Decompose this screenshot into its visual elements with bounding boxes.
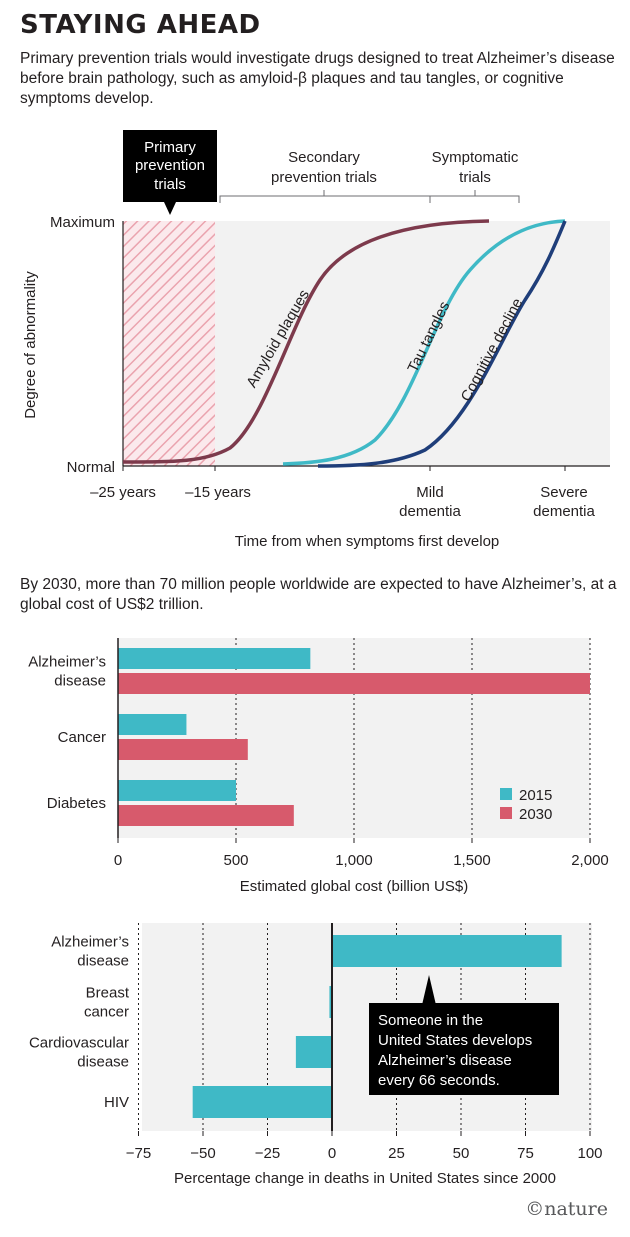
legend-swatch-2030 [500,807,512,819]
category-label: Breast [86,985,130,1002]
intro-text-2: By 2030, more than 70 million people wor… [20,576,617,613]
legend-swatch-2015 [500,788,512,800]
callout-line-3: Alzheimer’s disease [378,1052,512,1069]
bar-2015 [118,648,311,669]
category-label: disease [77,1054,129,1071]
callout-line-2: United States develops [378,1032,532,1049]
y-axis-label: Degree of abnormality [22,271,39,419]
x-tick-label: 0 [328,1145,336,1162]
x-tick-minus15: –15 years [185,484,251,501]
bar [329,986,332,1018]
x-tick-label: 75 [517,1145,534,1162]
legend-label-2030: 2030 [519,806,552,823]
primary-trials-label-1: Primary [144,139,196,156]
x-tick-label: 2,000 [571,852,609,869]
page-title: STAYING AHEAD [20,10,261,40]
x-tick-label: 1,000 [335,852,373,869]
cognitive-decline-line [317,220,567,468]
y-tick-normal: Normal [67,459,115,476]
symptomatic-trials-label-1: Symptomatic [432,149,519,166]
callout-pointer [422,975,436,1005]
primary-trials-label-3: trials [154,176,186,193]
bar [192,1086,332,1118]
symptomatic-trials-bracket [429,190,520,203]
legend-label-2015: 2015 [519,787,552,804]
global-cost-chart: 0 500 1,000 1,500 2,000 Alzheimer’s disease Ca… [28,638,609,895]
category-label: Cancer [58,729,106,746]
x-tick-mild: Mild [416,484,444,501]
x-axis-label: Estimated global cost (billion US$) [240,878,468,895]
x-tick-label: −50 [190,1145,215,1162]
primary-prevention-band [123,221,215,466]
x-tick-label: 50 [453,1145,470,1162]
x-tick-severe: Severe [540,484,588,501]
x-tick-label: 25 [388,1145,405,1162]
primary-trials-label-2: prevention [135,157,205,174]
intro-text-1: Primary prevention trials would investig… [20,50,615,107]
x-tick-severe-2: dementia [533,503,595,520]
bar-2015 [118,714,187,735]
x-tick-label: 0 [114,852,122,869]
bar-2030 [118,805,294,826]
x-tick-label: −75 [126,1145,151,1162]
bar-2030 [118,673,590,694]
x-tick-mild-2: dementia [399,503,461,520]
primary-trials-pointer [164,202,176,215]
secondary-trials-bracket [219,190,431,203]
secondary-trials-label-1: Secondary [288,149,360,166]
category-label: Alzheimer’s [51,934,129,951]
bar-2015 [118,780,236,801]
callout-line-4: every 66 seconds. [378,1072,500,1089]
category-label: Diabetes [47,795,106,812]
biomarker-curves-chart: Maximum Normal Degree of abnormality Tim… [22,130,610,550]
category-label: disease [77,953,129,970]
x-tick-label: 100 [577,1145,602,1162]
nature-credit: ©nature [525,1198,608,1220]
x-axis-label: Percentage change in deaths in United St… [174,1170,556,1187]
bar-2030 [118,739,248,760]
category-label: Alzheimer’s [28,654,106,671]
category-label: Cardiovascular [29,1035,129,1052]
category-label: cancer [84,1004,129,1021]
category-label: HIV [104,1094,129,1111]
x-axis-label: Time from when symptoms first develop [235,533,500,550]
amyloid-plaques-line [122,219,490,464]
y-tick-maximum: Maximum [50,214,115,231]
x-tick-label: −25 [255,1145,280,1162]
death-change-chart: −75 −50 −25 0 25 50 75 100 Alzheimer’s disease Br… [29,923,603,1187]
symptomatic-trials-label-2: trials [459,169,491,186]
tau-tangles-line [282,219,566,466]
bar [332,935,562,967]
secondary-trials-label-2: prevention trials [271,169,377,186]
category-label: disease [54,673,106,690]
x-tick-label: 1,500 [453,852,491,869]
callout-line-1: Someone in the [378,1012,483,1029]
primary-trials-label-box [123,130,217,202]
bar [295,1036,332,1068]
x-tick-minus25: –25 years [90,484,156,501]
callout-box [369,1003,559,1095]
x-tick-label: 500 [223,852,248,869]
